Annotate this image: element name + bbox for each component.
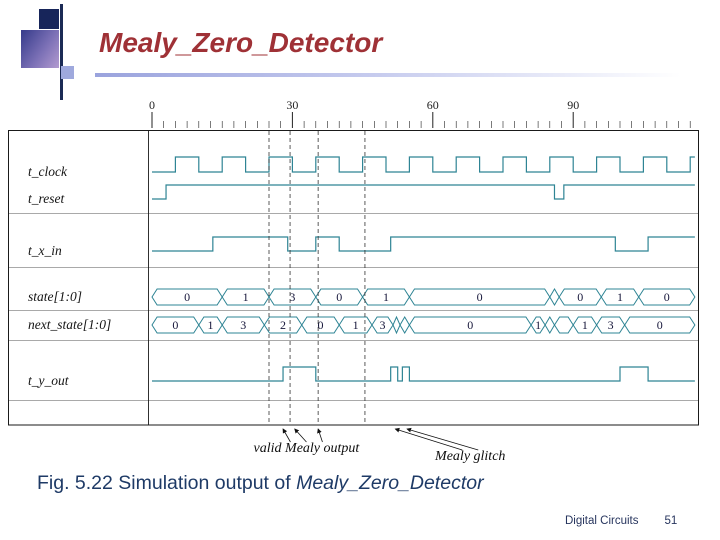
bus-value: 0 (657, 318, 663, 332)
bus-segment (624, 316, 696, 334)
annotation-arrow (394, 427, 463, 451)
signal-name: t_clock (28, 164, 68, 179)
annotation-arrow (294, 428, 307, 443)
bus-value: 1 (535, 318, 541, 332)
decor-square-gradient (21, 30, 59, 68)
page-number: 51 (664, 515, 678, 527)
signal-row-t-x-in: t_x_in (28, 236, 695, 258)
bus-value: 0 (467, 318, 473, 332)
title-underline-rule (95, 73, 712, 77)
bus-value: 1 (208, 318, 214, 332)
wave-trace (152, 156, 695, 173)
annotation-arrow (282, 428, 291, 443)
bus-segment (638, 288, 696, 306)
bus-value: 0 (577, 290, 583, 304)
signal-name: t_x_in (28, 243, 62, 258)
slide-footer: Digital Circuits 51 (565, 515, 677, 527)
annotation-text: Mealy glitch (434, 449, 505, 464)
decor-square-dark (39, 9, 59, 29)
bus-value: 3 (380, 318, 386, 332)
annotation-text: valid Mealy output (254, 441, 361, 456)
bus-value: 0 (318, 318, 324, 332)
annotation-mealy-glitch: Mealy glitch (394, 427, 505, 464)
bus-value: 1 (617, 290, 623, 304)
figure-caption: Fig. 5.22 Simulation output of Mealy_Zer… (37, 472, 484, 495)
signal-row-t-clock: t_clock (28, 156, 695, 179)
bus-value: 3 (240, 318, 246, 332)
bus-value: 3 (608, 318, 614, 332)
annotation-arrow (406, 427, 479, 451)
bus-value: 1 (353, 318, 359, 332)
time-ruler: 0 30 60 90 (149, 98, 691, 128)
ruler-label: 30 (286, 98, 298, 112)
bus-value: 0 (664, 290, 670, 304)
decor-square-light (61, 66, 74, 79)
signal-row-state-1-0-: state[1:0] 0 1 3 0 1 0 0 1 0 (28, 288, 696, 306)
bus-value: 3 (289, 290, 295, 304)
bus-value: 1 (243, 290, 249, 304)
ruler-label: 0 (149, 98, 155, 112)
signal-name: t_reset (28, 191, 65, 206)
ruler-label: 90 (567, 98, 579, 112)
annotation-arrow (317, 428, 323, 443)
signal-row-t-reset: t_reset (28, 184, 695, 206)
wave-trace (152, 184, 695, 200)
signal-name: t_y_out (28, 373, 70, 388)
decor-vertical-line (60, 4, 63, 100)
bus-value: 1 (383, 290, 389, 304)
signal-row-t-y-out: t_y_out (28, 366, 695, 388)
footer-course-label: Digital Circuits (565, 515, 639, 527)
bus-value: 0 (336, 290, 342, 304)
bus-value: 2 (280, 318, 286, 332)
wave-trace (152, 366, 695, 382)
bus-value: 0 (184, 290, 190, 304)
slide-title: Mealy_Zero_Detector (99, 27, 383, 58)
ruler-label: 60 (427, 98, 439, 112)
annotation-valid-mealy-output: valid Mealy output (254, 428, 361, 456)
caption-module-name: Mealy_Zero_Detector (296, 472, 484, 494)
signal-row-next-state-1-0-: next_state[1:0] 0 1 3 2 0 1 3 0 1 1 3 0 (28, 315, 696, 335)
bus-value: 1 (582, 318, 588, 332)
wave-trace (152, 236, 695, 252)
signal-name: next_state[1:0] (28, 317, 111, 332)
bus-value: 0 (172, 318, 178, 332)
bus-value: 0 (477, 290, 483, 304)
panel-border (8, 130, 699, 426)
signal-name: state[1:0] (28, 289, 82, 304)
caption-prefix: Fig. 5.22 Simulation output of (37, 472, 297, 494)
